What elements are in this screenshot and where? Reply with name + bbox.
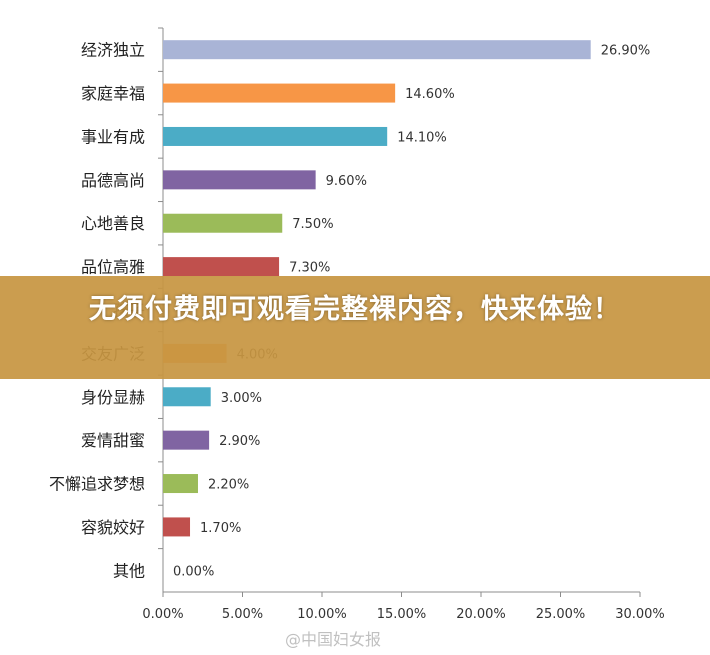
value-label: 14.10% — [397, 130, 447, 145]
watermark-text: @中国妇女报 — [285, 630, 382, 649]
value-label: 2.20% — [208, 478, 249, 493]
value-label: 7.30% — [289, 261, 330, 276]
category-label: 身份显赫 — [81, 388, 145, 407]
x-tick-label: 15.00% — [377, 607, 427, 622]
bar — [163, 387, 211, 407]
x-tick-label: 25.00% — [536, 607, 586, 622]
category-label: 心地善良 — [81, 214, 145, 233]
category-label: 爱情甜蜜 — [81, 431, 145, 450]
bar — [163, 213, 283, 233]
category-label: 不懈追求梦想 — [49, 475, 145, 494]
category-label: 品德高尚 — [81, 171, 145, 190]
value-label: 7.50% — [292, 217, 333, 232]
value-label: 3.00% — [221, 391, 262, 406]
bar — [163, 430, 210, 450]
category-label: 其他 — [113, 561, 145, 580]
bar — [163, 126, 388, 146]
bar — [163, 83, 396, 103]
value-label: 9.60% — [326, 174, 367, 189]
bar — [163, 170, 316, 190]
promo-banner[interactable] — [0, 276, 710, 379]
bar — [163, 40, 591, 60]
x-tick-label: 20.00% — [456, 607, 506, 622]
x-tick-label: 10.00% — [297, 607, 347, 622]
category-label: 容貌姣好 — [81, 518, 145, 537]
value-label: 2.90% — [219, 434, 260, 449]
value-label: 26.90% — [601, 44, 651, 59]
category-label: 事业有成 — [81, 127, 145, 146]
x-tick-label: 5.00% — [222, 607, 263, 622]
category-label: 品位高雅 — [81, 258, 145, 277]
x-tick-label: 0.00% — [142, 607, 183, 622]
x-tick-label: 30.00% — [615, 607, 665, 622]
bar — [163, 474, 198, 494]
bar — [163, 257, 280, 277]
value-label: 1.70% — [200, 521, 241, 536]
bar — [163, 517, 191, 537]
category-label: 家庭幸福 — [81, 84, 145, 103]
category-label: 经济独立 — [81, 41, 145, 60]
value-label: 0.00% — [173, 564, 214, 579]
promo-banner-text[interactable]: 无须付费即可观看完整裸内容，快来体验！ — [89, 294, 621, 325]
value-label: 14.60% — [405, 87, 455, 102]
